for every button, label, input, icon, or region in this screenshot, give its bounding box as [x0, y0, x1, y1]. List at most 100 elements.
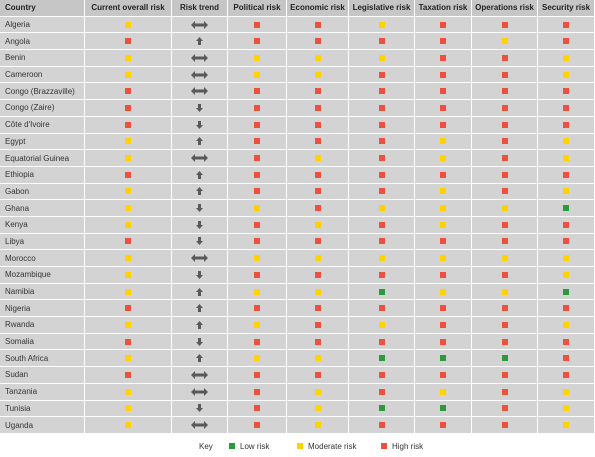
- overall-risk-cell: [85, 200, 172, 217]
- taxation-risk-cell: [415, 16, 472, 34]
- arrow-down-icon: [196, 337, 203, 346]
- economic-risk-cell: [287, 216, 349, 234]
- table-row: Rwanda: [0, 317, 595, 334]
- overall-risk-cell: [85, 83, 172, 101]
- red-risk-indicator: [314, 21, 321, 28]
- arrow-down-icon: [196, 237, 203, 246]
- country-name: Egypt: [0, 133, 85, 151]
- economic-risk-cell: [287, 133, 349, 151]
- security-risk-cell: [538, 200, 595, 217]
- red-risk-indicator: [501, 155, 508, 162]
- table-row: Nigeria: [0, 300, 595, 318]
- table-row: Angola: [0, 33, 595, 51]
- overall-risk-cell: [85, 183, 172, 201]
- red-risk-indicator: [563, 355, 569, 362]
- political-risk-cell: [228, 183, 287, 201]
- yellow-risk-indicator: [378, 205, 385, 212]
- overall-risk-cell: [85, 317, 172, 334]
- table-row: Morocco: [0, 250, 595, 267]
- security-risk-cell: [538, 66, 595, 84]
- security-risk-cell: [538, 417, 595, 434]
- red-risk-indicator: [254, 188, 260, 195]
- overall-risk-cell: [85, 16, 172, 34]
- red-risk-indicator: [501, 238, 508, 245]
- country-name: Uganda: [0, 417, 85, 434]
- risk-trend-cell: [172, 317, 228, 334]
- risk-trend-cell: [172, 367, 228, 384]
- economic-risk-cell: [287, 350, 349, 368]
- taxation-risk-cell: [415, 400, 472, 418]
- country-name: Benin: [0, 50, 85, 67]
- country-name: Tunisia: [0, 400, 85, 418]
- red-risk-indicator: [378, 388, 385, 395]
- yellow-risk-indicator: [563, 321, 569, 328]
- risk-trend-cell: [172, 333, 228, 351]
- taxation-risk-cell: [415, 350, 472, 368]
- table-row: Mozambique: [0, 267, 595, 284]
- red-risk-indicator: [440, 371, 446, 378]
- red-risk-indicator: [440, 38, 446, 45]
- risk-trend-cell: [172, 417, 228, 434]
- country-name: Somalia: [0, 333, 85, 351]
- yellow-risk-indicator: [314, 155, 321, 162]
- red-risk-indicator: [125, 171, 131, 178]
- yellow-risk-indicator: [125, 155, 131, 162]
- political-risk-cell: [228, 317, 287, 334]
- economic-risk-cell: [287, 200, 349, 217]
- red-risk-indicator: [378, 138, 385, 145]
- red-risk-indicator: [125, 238, 131, 245]
- taxation-risk-cell: [415, 233, 472, 251]
- risk-trend-cell: [172, 283, 228, 301]
- taxation-risk-cell: [415, 283, 472, 301]
- risk-trend-cell: [172, 233, 228, 251]
- red-risk-indicator: [314, 338, 321, 345]
- operations-risk-cell: [472, 350, 538, 368]
- yellow-risk-indicator: [563, 422, 569, 429]
- red-risk-indicator: [254, 305, 260, 312]
- security-risk-cell: [538, 383, 595, 401]
- red-risk-indicator: [440, 21, 446, 28]
- operations-risk-cell: [472, 367, 538, 384]
- political-risk-cell: [228, 83, 287, 101]
- legislative-risk-cell: [349, 33, 415, 51]
- bidirectional-arrow-icon: [191, 370, 208, 379]
- red-risk-indicator: [563, 38, 569, 45]
- table-row: South Africa: [0, 350, 595, 368]
- arrow-up-icon: [196, 304, 203, 313]
- red-risk-indicator: [501, 21, 508, 28]
- red-risk-indicator: [440, 338, 446, 345]
- country-name: Kenya: [0, 216, 85, 234]
- taxation-risk-cell: [415, 66, 472, 84]
- red-risk-indicator: [501, 221, 508, 228]
- taxation-risk-cell: [415, 83, 472, 101]
- economic-risk-cell: [287, 267, 349, 284]
- red-risk-indicator: [314, 205, 321, 212]
- red-risk-indicator: [254, 104, 260, 111]
- political-risk-cell: [228, 133, 287, 151]
- table-row: Egypt: [0, 133, 595, 151]
- bidirectional-arrow-icon: [191, 254, 208, 263]
- economic-risk-cell: [287, 383, 349, 401]
- bidirectional-arrow-icon: [191, 20, 208, 29]
- taxation-risk-cell: [415, 200, 472, 217]
- header-taxation-risk: Taxation risk: [415, 0, 472, 17]
- legend-high-label: High risk: [392, 442, 424, 451]
- country-name: Gabon: [0, 183, 85, 201]
- red-risk-indicator: [378, 38, 385, 45]
- economic-risk-cell: [287, 233, 349, 251]
- legislative-risk-cell: [349, 383, 415, 401]
- operations-risk-cell: [472, 66, 538, 84]
- overall-risk-cell: [85, 50, 172, 67]
- header-country: Country: [0, 0, 85, 17]
- red-risk-indicator: [501, 388, 508, 395]
- economic-risk-cell: [287, 150, 349, 167]
- yellow-risk-indicator: [314, 422, 321, 429]
- yellow-risk-indicator: [314, 288, 321, 295]
- legislative-risk-cell: [349, 133, 415, 151]
- operations-risk-cell: [472, 400, 538, 418]
- legislative-risk-cell: [349, 333, 415, 351]
- overall-risk-cell: [85, 383, 172, 401]
- yellow-risk-indicator: [501, 255, 508, 262]
- table-row: Namibia: [0, 283, 595, 301]
- country-name: Mozambique: [0, 267, 85, 284]
